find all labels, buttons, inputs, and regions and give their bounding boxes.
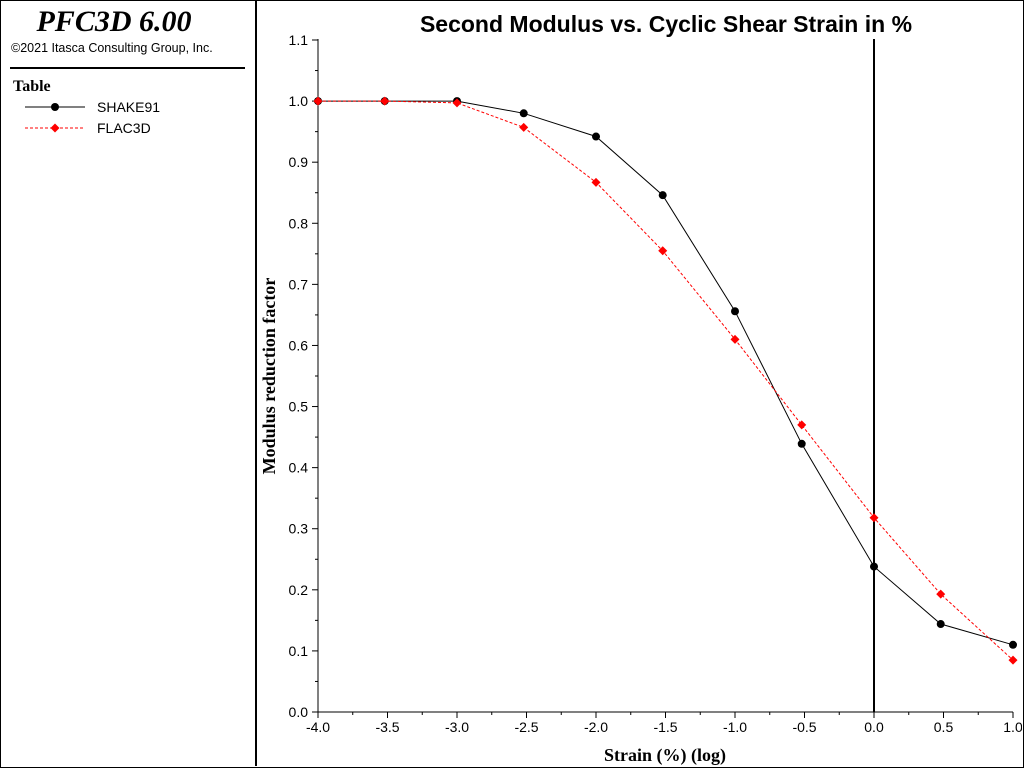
x-tick-label: -0.5 — [792, 719, 816, 735]
x-tick-label: -2.0 — [584, 719, 608, 735]
series-line-shake91 — [318, 100, 1014, 646]
data-point-flac3d — [730, 334, 740, 344]
data-point-flac3d — [936, 589, 946, 599]
chart-area: Second Modulus vs. Cyclic Shear Strain i… — [259, 11, 1022, 766]
legend-label-shake91: SHAKE91 — [97, 99, 161, 115]
data-point-shake91 — [936, 620, 945, 629]
y-tick-label: 0.7 — [289, 276, 309, 292]
y-tick-label: 0.1 — [289, 643, 309, 659]
x-tick-label: -1.0 — [723, 719, 747, 735]
app-title: PFC3D 6.00 — [36, 5, 192, 38]
x-tick-label: -4.0 — [306, 719, 330, 735]
y-tick-label: 0.5 — [289, 399, 309, 415]
data-point-shake91 — [870, 562, 878, 571]
legend-item-flac3d: FLAC3D — [23, 120, 243, 136]
data-point-flac3d — [452, 98, 462, 108]
data-point-flac3d — [380, 96, 390, 106]
x-tick-label: -1.5 — [653, 719, 677, 735]
legend-item-shake91: SHAKE91 — [23, 99, 243, 115]
y-tick-label: 0.3 — [289, 521, 309, 537]
y-tick-label: 1.0 — [289, 93, 309, 109]
y-tick-label: 0.6 — [289, 337, 309, 353]
x-tick-label: 0.0 — [864, 719, 884, 735]
y-tick-label: 0.0 — [289, 704, 309, 720]
x-tick-label: 1.0 — [1003, 719, 1022, 735]
legend-label-flac3d: FLAC3D — [97, 120, 151, 136]
series-layer — [313, 96, 1018, 665]
data-point-shake91 — [797, 439, 806, 448]
data-point-shake91 — [519, 109, 528, 118]
data-point-shake91 — [592, 132, 600, 141]
y-tick-label: 0.2 — [289, 582, 309, 598]
x-tick-label: 0.5 — [934, 719, 954, 735]
copyright-text: ©2021 Itasca Consulting Group, Inc. — [11, 41, 213, 55]
legend-title: Table — [13, 78, 51, 95]
x-tick-label: -3.5 — [375, 719, 399, 735]
data-point-flac3d — [1008, 655, 1018, 665]
data-point-shake91 — [658, 191, 667, 200]
data-point-flac3d — [869, 513, 879, 523]
legend-swatch-flac3d — [25, 123, 85, 133]
chart-title: Second Modulus vs. Cyclic Shear Strain i… — [420, 11, 912, 37]
data-point-shake91 — [731, 307, 739, 316]
x-axis-title: Strain (%) (log) — [604, 745, 726, 766]
axes-layer: 0.0 0.1 0.2 0.3 0.4 0.5 0.6 0.7 0.8 0.9 1.0 1.1 -4.0… — [289, 32, 1022, 735]
data-point-flac3d — [797, 420, 807, 430]
x-tick-label: -3.0 — [445, 719, 469, 735]
sidebar-divider — [10, 67, 245, 69]
data-point-flac3d — [591, 177, 601, 187]
y-tick-label: 0.9 — [289, 154, 309, 170]
y-tick-label: 1.1 — [289, 32, 309, 48]
x-tick-label: -2.5 — [514, 719, 538, 735]
sidebar-panel: PFC3D 6.00 ©2021 Itasca Consulting Group… — [1, 1, 257, 766]
data-point-flac3d — [313, 96, 323, 106]
y-axis-title: Modulus reduction factor — [259, 278, 279, 475]
y-tick-label: 0.4 — [289, 460, 309, 476]
data-point-flac3d — [658, 246, 668, 256]
data-point-shake91 — [1009, 640, 1017, 649]
y-tick-label: 0.8 — [289, 215, 309, 231]
legend-swatch-shake91 — [25, 103, 85, 111]
data-point-flac3d — [519, 122, 529, 132]
series-line-flac3d — [318, 100, 1014, 661]
